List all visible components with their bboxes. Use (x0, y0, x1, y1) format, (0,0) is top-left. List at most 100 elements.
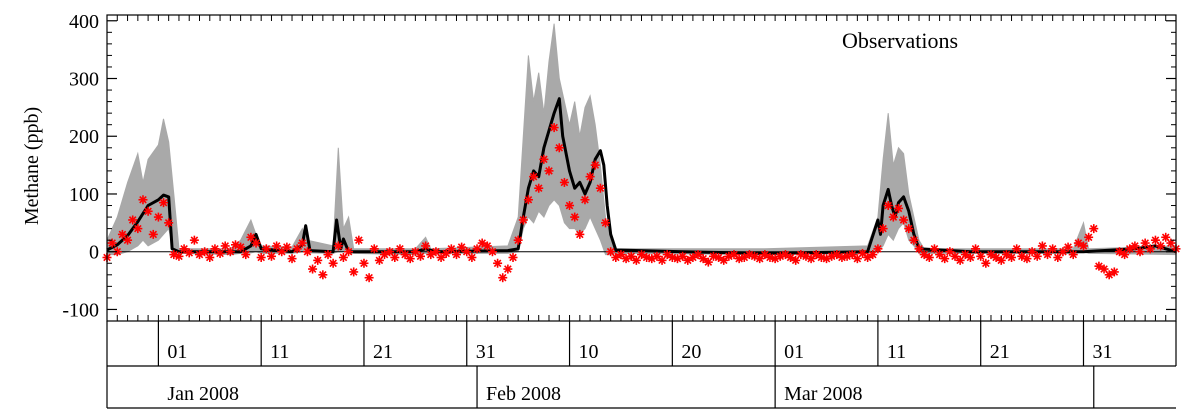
observation-point (338, 252, 348, 262)
observation-point (657, 255, 667, 265)
observation-point (246, 232, 256, 242)
observation-point (1099, 264, 1109, 274)
observation-point (544, 166, 554, 176)
observation-point (806, 254, 816, 264)
observation-point (893, 203, 903, 213)
observation-point (971, 244, 981, 254)
y-axis: -100 0 100 200 300 400 (62, 11, 1176, 321)
observation-point (364, 273, 374, 283)
observation-point (462, 247, 472, 257)
observation-point (976, 251, 986, 261)
observation-point (174, 251, 184, 261)
x-month-label: Feb 2008 (486, 383, 561, 405)
observation-point (117, 229, 127, 239)
x-axis: 01 11 21 31 10 20 01 11 21 31 Jan 2008 Feb 2008 Mar … (106, 15, 1177, 409)
observation-point (1166, 238, 1176, 248)
x-month-label: Jan 2008 (167, 383, 239, 405)
observation-point (1140, 238, 1150, 248)
x-day-label: 10 (579, 341, 599, 363)
observation-point (323, 250, 333, 260)
observation-point (523, 195, 533, 205)
observation-point (251, 238, 261, 248)
observation-point (184, 248, 194, 258)
observation-point (354, 235, 364, 245)
observation-point (513, 235, 523, 245)
observation-point (1089, 224, 1099, 234)
observation-point (1032, 251, 1042, 261)
observation-point (333, 241, 343, 251)
observation-point (431, 247, 441, 257)
observation-point (1058, 247, 1068, 257)
observation-point (904, 224, 914, 234)
observation-point (590, 160, 600, 170)
observation-point (909, 235, 919, 245)
observation-point (138, 195, 148, 205)
observation-point (1078, 241, 1088, 251)
y-tick-label: -100 (62, 299, 99, 321)
observation-point (482, 241, 492, 251)
observation-point (1145, 244, 1155, 254)
observation-point (601, 218, 611, 228)
observation-point (518, 215, 528, 225)
y-tick-label: 400 (69, 11, 99, 33)
observation-point (652, 251, 662, 261)
observation-point (241, 250, 251, 260)
observation-point (282, 242, 292, 252)
observation-point (950, 251, 960, 261)
observation-point (549, 123, 559, 133)
observation-point (385, 247, 395, 257)
observation-point (308, 264, 318, 274)
observation-point (580, 195, 590, 205)
observation-point (416, 251, 426, 261)
observation-point (498, 273, 508, 283)
observation-point (164, 218, 174, 228)
observation-point (395, 244, 405, 254)
observation-point (1084, 232, 1094, 242)
y-tick-label: 100 (69, 184, 99, 206)
observation-point (493, 258, 503, 268)
y-tick-label: 300 (69, 69, 99, 91)
observation-point (349, 267, 359, 277)
x-month-label: Mar 2008 (784, 383, 862, 405)
x-day-label: 01 (784, 341, 804, 363)
observation-point (940, 254, 950, 264)
observation-point (1037, 241, 1047, 251)
observation-point (631, 255, 641, 265)
observation-point (1022, 254, 1032, 264)
observation-point (1150, 235, 1160, 245)
observation-point (318, 270, 328, 280)
observation-point (606, 247, 616, 257)
model-line-layer (106, 97, 1177, 255)
observation-point (1161, 232, 1171, 242)
observation-point (981, 258, 991, 268)
observation-point (1068, 250, 1078, 260)
observation-point (1012, 244, 1022, 254)
observation-point (446, 244, 456, 254)
observation-point (1156, 241, 1166, 251)
observation-point (929, 244, 939, 254)
observation-point (868, 250, 878, 260)
observation-point (662, 250, 672, 260)
observation-point (1007, 252, 1017, 262)
observation-point (189, 235, 199, 245)
x-day-label: 01 (167, 341, 187, 363)
observation-point (467, 252, 477, 262)
observation-point (698, 254, 708, 264)
observation-point (899, 215, 909, 225)
observation-point (559, 177, 569, 187)
observation-point (451, 250, 461, 260)
observation-point (585, 172, 595, 182)
observation-point (1130, 241, 1140, 251)
observation-point (200, 247, 210, 257)
range-layer (106, 23, 1177, 256)
observation-point (143, 206, 153, 216)
model-line (106, 97, 1177, 255)
observation-point (236, 242, 246, 252)
observation-point (297, 238, 307, 248)
observation-point (405, 254, 415, 264)
observation-point (359, 258, 369, 268)
observation-point (128, 215, 138, 225)
observation-point (441, 248, 451, 258)
observation-point (210, 244, 220, 254)
